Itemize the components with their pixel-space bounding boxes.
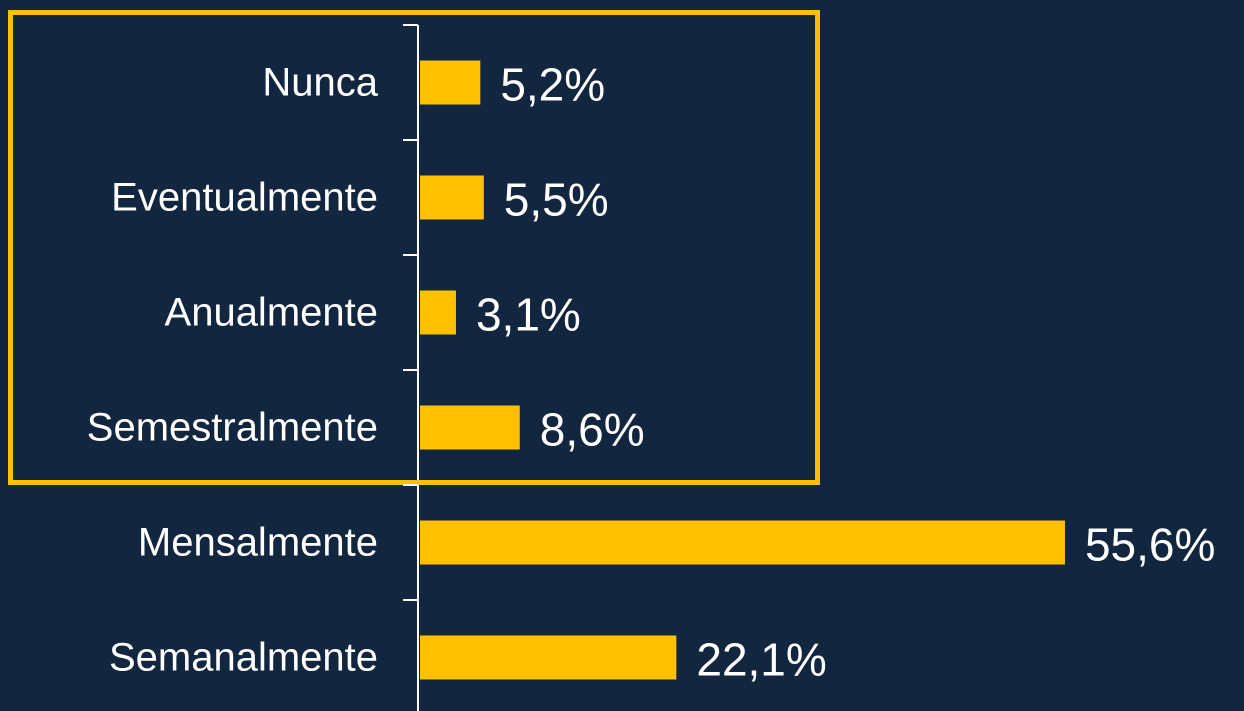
bar [420,635,677,680]
highlight-box [8,10,820,485]
bar [420,520,1065,565]
bar [420,60,481,105]
category-label: Semanalmente [109,636,378,680]
category-label: Semestralmente [87,406,378,450]
value-label: 5,2% [500,59,605,111]
value-label: 55,6% [1085,519,1215,571]
category-label: Anualmente [165,291,378,335]
value-label: 22,1% [696,634,826,686]
category-label: Eventualmente [111,176,378,220]
value-label: 5,5% [504,174,609,226]
value-label: 8,6% [540,404,645,456]
bar [420,405,520,450]
category-label: Mensalmente [138,521,378,565]
category-label: Nunca [262,61,378,105]
bar [420,175,484,220]
value-label: 3,1% [476,289,581,341]
bar [420,290,456,335]
